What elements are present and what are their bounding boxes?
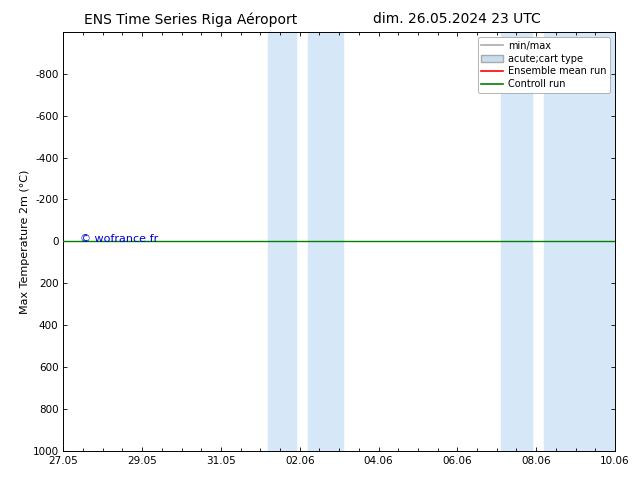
Text: ENS Time Series Riga Aéroport: ENS Time Series Riga Aéroport [84, 12, 297, 27]
Text: © wofrance.fr: © wofrance.fr [80, 234, 158, 244]
Bar [501, 32, 533, 451]
Text: dim. 26.05.2024 23 UTC: dim. 26.05.2024 23 UTC [373, 12, 540, 26]
Bar [544, 32, 615, 451]
Bar [307, 32, 343, 451]
Legend: min/max, acute;cart type, Ensemble mean run, Controll run: min/max, acute;cart type, Ensemble mean … [477, 37, 610, 93]
Bar [268, 32, 296, 451]
Y-axis label: Max Temperature 2m (°C): Max Temperature 2m (°C) [20, 169, 30, 314]
